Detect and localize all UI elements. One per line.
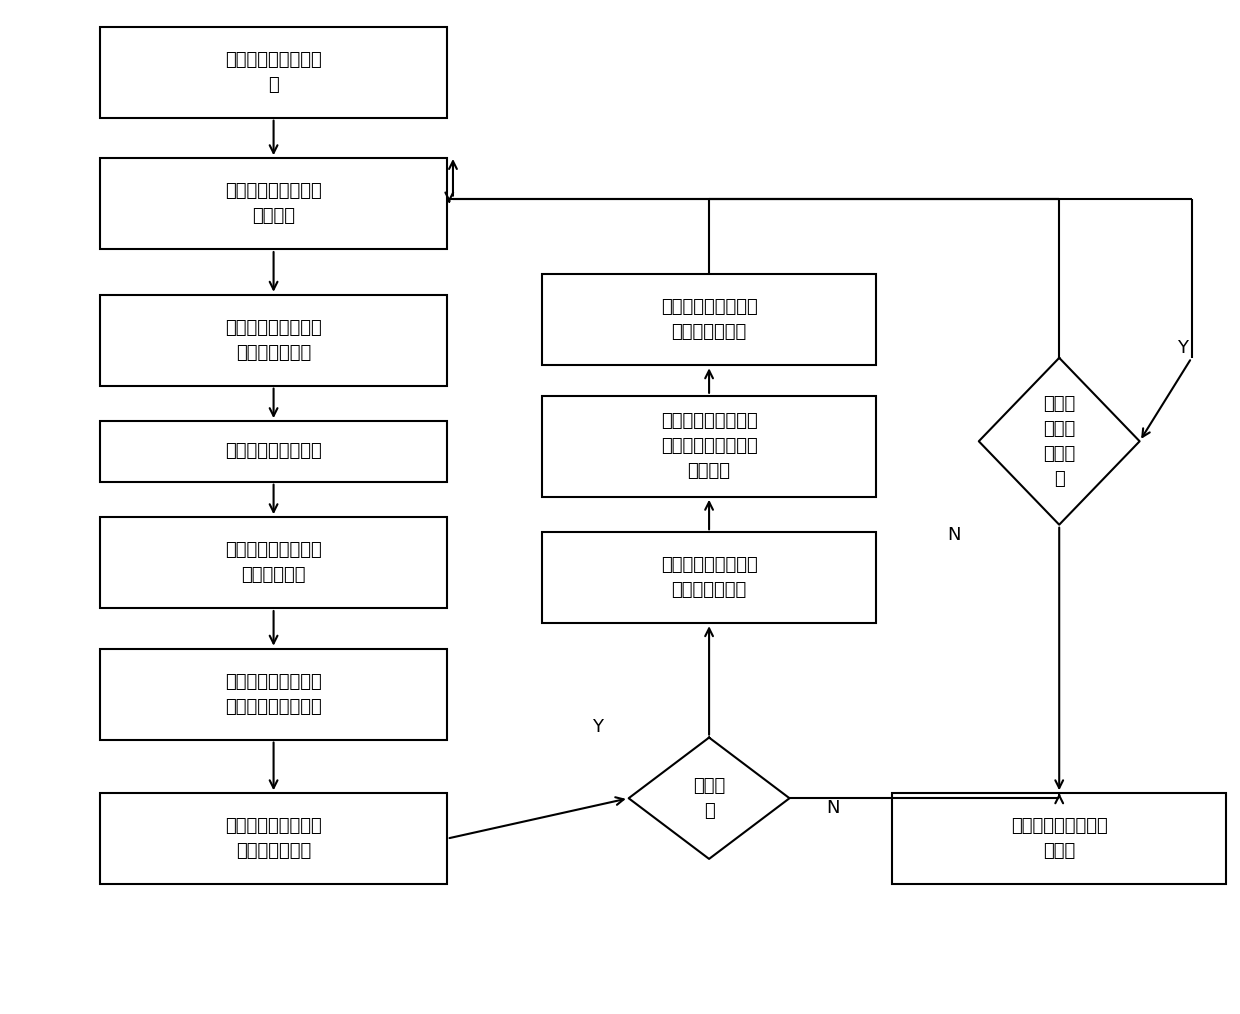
Text: 安全阈
值: 安全阈 值 (693, 777, 725, 819)
Text: 相对位
置保持
判别指
令: 相对位 置保持 判别指 令 (1043, 394, 1075, 488)
Text: 相对位置保持判别指
令: 相对位置保持判别指 令 (226, 51, 322, 93)
Text: Y: Y (593, 719, 603, 736)
Bar (100, 421, 446, 482)
Text: Y: Y (1178, 339, 1188, 357)
Bar (893, 793, 1226, 884)
Bar (542, 532, 877, 624)
Bar (100, 517, 446, 608)
Text: 各星解算太阳翼面位
置与面积并机动: 各星解算太阳翼面位 置与面积并机动 (661, 298, 758, 342)
Text: 主控星解算目标星座
与各星目标轨道: 主控星解算目标星座 与各星目标轨道 (661, 557, 758, 599)
Bar (100, 26, 446, 118)
Bar (100, 649, 446, 739)
Text: 各测量星将相对位置
测量结果传给主控星: 各测量星将相对位置 测量结果传给主控星 (226, 672, 322, 716)
Text: 等待下一相对位置判
别指令: 等待下一相对位置判 别指令 (1011, 817, 1107, 860)
Bar (100, 793, 446, 884)
Text: N: N (826, 799, 839, 817)
Text: 确定主控星，确定各
卫星编号: 确定主控星，确定各 卫星编号 (226, 183, 322, 225)
Text: 由各测量星进行卫星
相对位置测量: 由各测量星进行卫星 相对位置测量 (226, 541, 322, 584)
Bar (100, 158, 446, 249)
Text: 确定相对位置测量星: 确定相对位置测量星 (226, 442, 322, 460)
Text: 主控星解算各星位置
与相邻两星夹角: 主控星解算各星位置 与相邻两星夹角 (226, 817, 322, 860)
Text: N: N (947, 526, 961, 544)
Bar (100, 295, 446, 385)
Bar (542, 395, 877, 497)
Bar (542, 275, 877, 365)
Text: 统一时间基准，各星
位置传送主控星: 统一时间基准，各星 位置传送主控星 (226, 318, 322, 362)
Text: 主控星各星目标星座
与卫星位置计算结果
发给各星: 主控星各星目标星座 与卫星位置计算结果 发给各星 (661, 413, 758, 481)
